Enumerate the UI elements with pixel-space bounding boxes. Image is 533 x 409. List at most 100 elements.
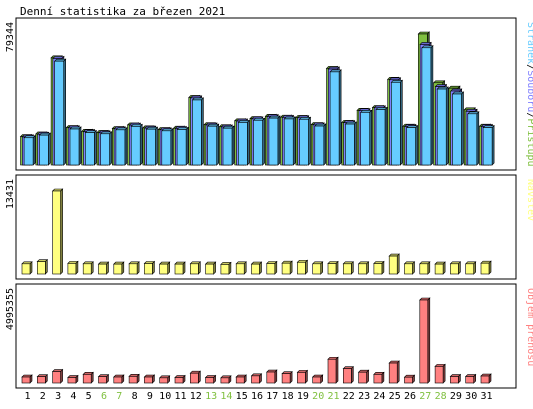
panel-visits-legend: Návštěv	[525, 179, 533, 221]
bar-volume-15	[235, 374, 247, 384]
bar-hits-Stránek-13-front	[207, 125, 217, 166]
bar-visits-30-front	[465, 263, 475, 275]
bar-visits-11	[174, 261, 186, 275]
bar-volume-27	[419, 297, 431, 384]
bar-hits-Stránek-26-front	[406, 127, 416, 166]
bar-volume-22-front	[342, 368, 352, 384]
bar-hits-Stránek-27	[421, 45, 434, 166]
bar-hits-Stránek-5-front	[85, 132, 95, 166]
bar-volume-5	[82, 371, 94, 384]
bar-visits-15-side	[243, 261, 247, 275]
bar-visits-24-front	[373, 263, 383, 275]
bar-visits-14-side	[228, 261, 232, 275]
bar-volume-14	[220, 375, 232, 384]
bar-hits-Stránek-22-front	[345, 123, 355, 166]
bar-visits-29-front	[450, 263, 459, 275]
bar-volume-15-front	[235, 376, 245, 384]
bar-volume-8-side	[136, 373, 140, 384]
bar-visits-1	[21, 261, 33, 275]
bar-visits-6-side	[106, 261, 109, 275]
bar-hits-Stránek-20	[314, 123, 327, 166]
bar-hits-Stránek-28	[436, 86, 449, 166]
day-label-31: 31	[480, 391, 492, 402]
bar-volume-22	[342, 365, 355, 384]
bar-volume-9	[143, 374, 156, 384]
bar-hits-Stránek-2-front	[39, 134, 49, 166]
bar-volume-5-side	[90, 371, 94, 384]
bar-volume-29	[449, 373, 462, 384]
bar-hits-Stránek-13-side	[216, 123, 219, 166]
day-label-8: 8	[132, 391, 138, 402]
bar-volume-17	[266, 369, 278, 384]
bar-hits-Stránek-8-side	[139, 123, 143, 166]
bar-volume-25-front	[388, 362, 398, 384]
bar-volume-6-front	[98, 376, 107, 384]
bar-hits-Stránek-23	[359, 109, 373, 166]
bar-hits-Stránek-26	[405, 124, 419, 166]
bar-hits-Stránek-9-side	[155, 126, 158, 166]
bar-volume-19	[296, 369, 309, 384]
bar-visits-26	[403, 261, 416, 275]
bar-visits-10-side	[167, 261, 170, 275]
day-label-11: 11	[174, 391, 186, 402]
bar-volume-6	[97, 373, 110, 384]
legend-item: Objem přenosu	[525, 288, 533, 366]
bar-volume-13	[204, 374, 217, 384]
bar-volume-31-front	[480, 375, 490, 384]
bar-volume-7-front	[113, 376, 123, 384]
bar-hits-Stránek-10-side	[170, 128, 174, 166]
bar-visits-30	[464, 261, 477, 275]
panel-visits: 13431 Návštěv	[5, 174, 533, 280]
bar-hits-Stránek-27-front	[421, 47, 432, 166]
bar-visits-23-front	[358, 263, 367, 275]
day-label-19: 19	[297, 391, 309, 402]
day-label-25: 25	[389, 391, 401, 402]
bar-hits-Stránek-25-front	[390, 81, 401, 166]
bar-hits-Stránek-8-front	[130, 126, 141, 166]
bar-visits-21	[327, 260, 339, 275]
bar-hits-Stránek-10	[161, 128, 174, 166]
bar-volume-4	[67, 374, 79, 384]
day-label-1: 1	[24, 391, 30, 402]
bar-volume-10-front	[159, 377, 168, 384]
bar-hits-Stránek-20-front	[314, 125, 325, 166]
bar-volume-13-front	[205, 377, 214, 384]
bar-visits-12	[189, 261, 202, 275]
bar-visits-27-front	[419, 263, 429, 275]
bar-hits-Stránek-12-side	[201, 97, 204, 166]
bar-volume-1-front	[21, 376, 31, 384]
bar-hits-Stránek-31	[482, 124, 495, 166]
bar-hits-Stránek-7-front	[115, 129, 126, 166]
day-label-20: 20	[312, 391, 324, 402]
bar-volume-25	[388, 360, 400, 384]
bar-hits-Stránek-19	[298, 116, 312, 166]
day-label-12: 12	[190, 391, 202, 402]
legend-item: Návštěv	[525, 179, 533, 221]
day-label-22: 22	[343, 391, 355, 402]
bar-visits-13	[204, 261, 217, 275]
bar-visits-8	[128, 261, 140, 275]
bar-hits-Stránek-8	[130, 123, 143, 166]
day-label-3: 3	[55, 391, 61, 402]
bar-volume-16-front	[251, 375, 260, 384]
bar-volume-3-front	[52, 371, 61, 384]
bar-hits-Stránek-7	[115, 127, 128, 166]
bar-hits-Stránek-4-front	[69, 128, 80, 166]
bar-volume-21-front	[327, 358, 337, 384]
bar-volume-12-side	[198, 370, 201, 384]
bar-visits-5-front	[82, 263, 92, 275]
bar-hits-Stránek-18-front	[283, 118, 294, 166]
bar-visits-9	[143, 260, 156, 275]
bar-visits-14	[220, 261, 232, 275]
bar-visits-12-side	[198, 261, 201, 275]
bar-hits-Stránek-3-front	[54, 60, 65, 166]
bar-visits-22-front	[342, 263, 352, 275]
bar-hits-Stránek-14-front	[222, 127, 233, 166]
bar-visits-5	[82, 261, 94, 275]
bar-hits-Stránek-9-front	[146, 128, 156, 166]
bar-visits-21-front	[327, 263, 337, 275]
bar-volume-30	[464, 373, 477, 384]
bar-volume-7	[113, 374, 125, 384]
bar-hits-Stránek-1-front	[23, 137, 34, 166]
bar-hits-Stránek-18	[283, 116, 296, 166]
